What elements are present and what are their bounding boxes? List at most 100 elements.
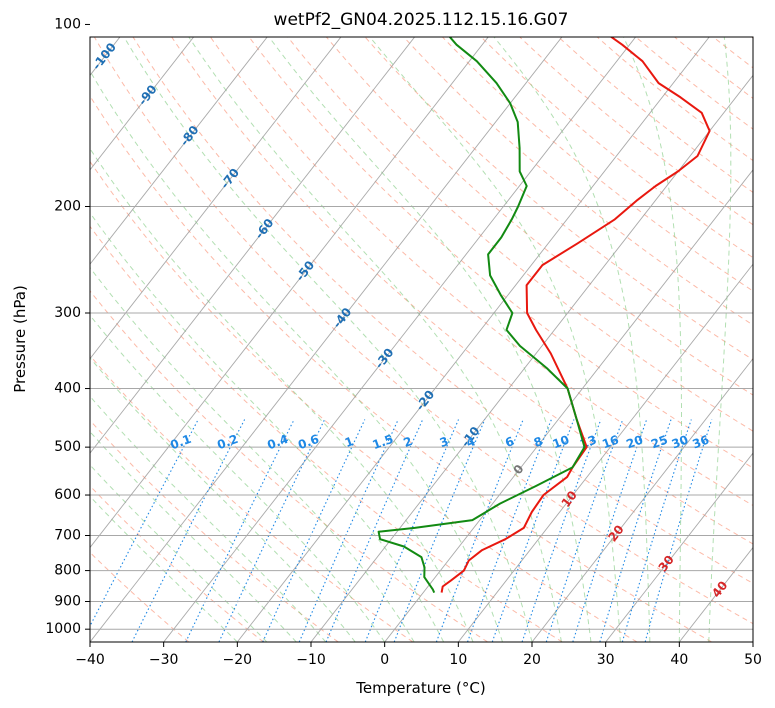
dry-adiabat-line [673, 37, 753, 99]
mixing-ratio-label: 16 [600, 433, 620, 452]
dry-adiabat-line [403, 37, 753, 326]
mixing-ratio-line [90, 419, 199, 628]
moist-adiabat-line [188, 37, 562, 642]
isotherm-line [752, 641, 753, 642]
isotherm-line [531, 357, 753, 642]
mixing-ratio-label: 8 [532, 434, 545, 450]
y-tick-label: 400 [54, 381, 81, 397]
profile-series [377, 37, 711, 593]
moist-adiabat-line [90, 266, 415, 642]
mixing-ratio-line [393, 419, 486, 642]
moist-adiabat-line [90, 70, 503, 642]
isotherm-label: -60 [252, 216, 276, 242]
y-tick-label: 700 [54, 528, 81, 544]
dry-adiabat-line [90, 160, 638, 642]
x-tick-label: 50 [744, 652, 762, 668]
chart-title: wetPf2_GN04.2025.112.15.16.G07 [274, 10, 569, 30]
moist-adiabats [90, 37, 732, 642]
isotherm-line [90, 37, 416, 454]
mixing-ratio-line [435, 419, 524, 642]
moist-adiabat-line [90, 431, 297, 642]
mixing-ratio-label: 0.6 [296, 432, 321, 452]
mixing-ratio-label: 0.1 [168, 432, 193, 452]
isotherm-line [90, 37, 268, 265]
mixing-ratio-label: 1.5 [371, 432, 396, 452]
isotherm-line [678, 546, 753, 642]
y-tick-label: 900 [54, 594, 81, 610]
dry-adiabat-line [519, 37, 753, 226]
y-tick-label: 500 [54, 439, 81, 455]
mixing-ratio-label: 20 [624, 433, 644, 452]
isotherm-line [90, 37, 342, 360]
mixing-ratio-line [621, 419, 692, 642]
y-tick-label: 600 [54, 487, 81, 503]
y-axis-label: Pressure (hPa) [11, 285, 29, 393]
mixing-ratio-label: 1 [343, 434, 356, 450]
dry-adiabat-line [751, 37, 753, 39]
mixing-ratio-label: 25 [649, 433, 669, 452]
x-axis: −40 −30 −20 −10 0 10 20 30 40 50 [75, 642, 762, 668]
isotherm-line [0, 11, 67, 642]
dry-adiabat-line [132, 37, 753, 584]
isotherm-label: -70 [218, 166, 242, 192]
x-tick-label: −20 [223, 652, 253, 668]
mixing-ratio-line [545, 419, 624, 642]
moist-adiabat-line [90, 495, 238, 642]
dry-adiabat-line [557, 37, 753, 193]
mixing-ratio-line [572, 419, 648, 642]
plot-frame [89, 36, 754, 643]
isotherm-label: -30 [372, 346, 396, 372]
isotherm-line [90, 37, 195, 171]
dry-adiabat-line [90, 354, 414, 642]
y-tick-label: 100 [54, 16, 81, 32]
x-tick-label: 0 [380, 652, 389, 668]
isotherm-label: -80 [177, 123, 201, 149]
mixing-ratio-line [466, 419, 552, 642]
mixing-ratio-labels: 0.1 0.2 0.4 0.6 1 1.5 2 3 4 6 8 10 13 16 20 25 30 36 [168, 432, 711, 452]
mixing-ratio-line [262, 419, 366, 642]
isotherm-line [163, 37, 637, 642]
mixing-ratio-label: 30 [670, 433, 690, 452]
y-tick-label: 200 [54, 198, 81, 214]
isotherm-label: -20 [413, 388, 437, 414]
plot-area: -100-90-80-70-60-50-40-30-20-10010203040… [0, 11, 753, 642]
x-tick-label: −10 [296, 652, 326, 668]
isotherm-line [90, 37, 563, 642]
x-tick-label: 20 [523, 652, 541, 668]
mixing-ratio-line [599, 419, 672, 642]
mixing-ratio-line [364, 419, 460, 642]
isotherm-line [236, 37, 710, 642]
x-tick-label: −30 [149, 652, 179, 668]
isotherm-label: 30 [656, 553, 677, 575]
skewed-isotherms [0, 11, 753, 642]
moist-adiabat-line [493, 37, 651, 642]
dry-adiabat-line [480, 37, 753, 259]
isotherm-label: 40 [709, 578, 730, 600]
dry-adiabat-line [93, 37, 753, 625]
dry-adiabat-line [287, 37, 753, 432]
x-axis-label: Temperature (°C) [355, 679, 485, 697]
moist-adiabat-line [90, 147, 474, 642]
mixing-ratio-lines [90, 419, 713, 642]
mixing-ratio-label: 10 [551, 433, 571, 452]
y-tick-label: 800 [54, 563, 81, 579]
mixing-ratio-line [131, 419, 246, 642]
moist-adiabat-line [90, 314, 386, 642]
mixing-ratio-line [491, 419, 575, 642]
dry-adiabat-line [712, 37, 753, 69]
dry-adiabat-line [171, 37, 753, 545]
mixing-ratio-label: 0.2 [215, 432, 240, 452]
isotherm-label: 20 [605, 522, 626, 544]
x-tick-label: 40 [670, 652, 688, 668]
mixing-ratio-line [325, 419, 424, 642]
isotherm-line [310, 74, 753, 642]
y-tick-label: 300 [54, 305, 81, 321]
dry-adiabat-line [364, 37, 753, 361]
dry-adiabat-line [90, 485, 264, 642]
isotherm-line [384, 169, 753, 642]
dry-adiabat-line [90, 95, 712, 642]
dry-adiabat-line [90, 225, 563, 642]
mixing-ratio-line [298, 419, 399, 642]
